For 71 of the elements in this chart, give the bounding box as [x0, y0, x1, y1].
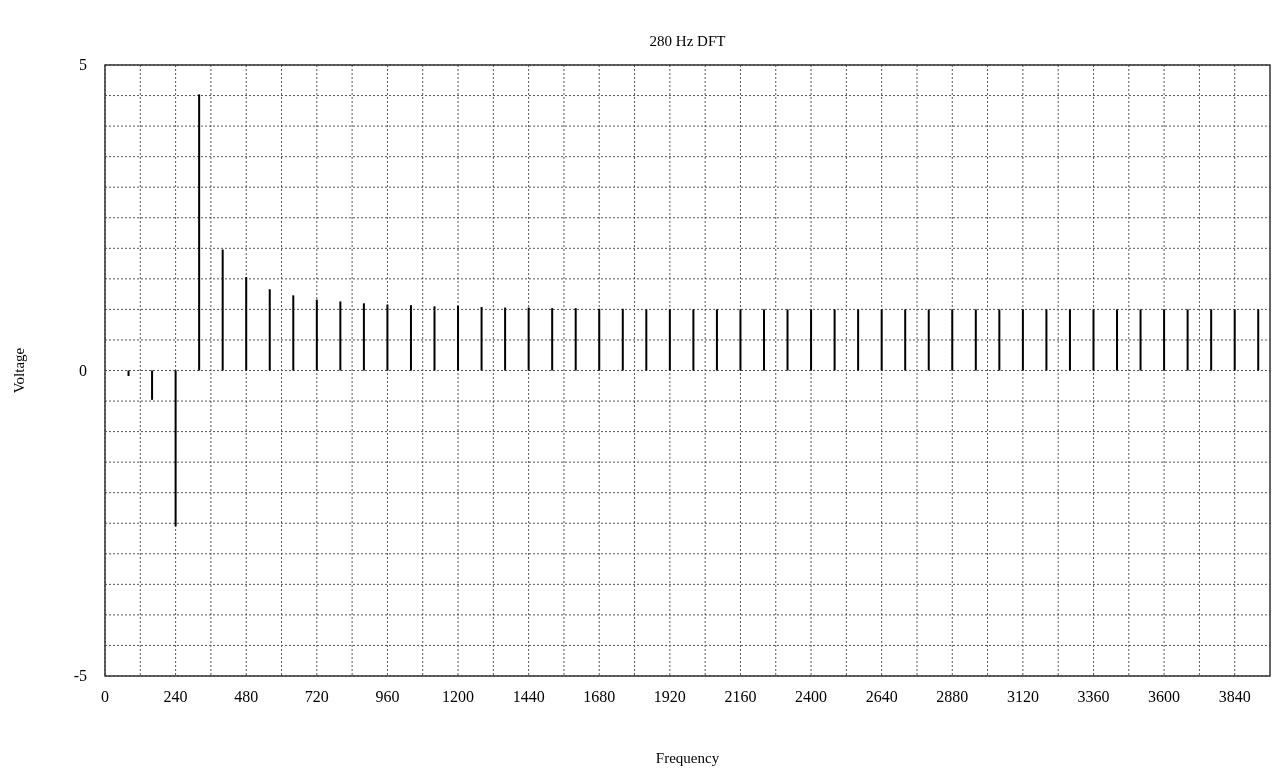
x-tick-label: 3840 [1218, 688, 1251, 705]
bar [1092, 309, 1095, 371]
bar [221, 249, 224, 371]
x-tick-label: 480 [234, 688, 259, 705]
bar [1021, 309, 1024, 371]
x-tick-label: 3600 [1148, 688, 1181, 705]
x-tick-label: 3360 [1077, 688, 1110, 705]
x-tick-label: 960 [375, 688, 400, 705]
bar [857, 309, 860, 371]
bar [457, 305, 460, 371]
x-tick-label: 2880 [936, 688, 969, 705]
x-tick-label: 2640 [865, 688, 898, 705]
bar [668, 309, 671, 371]
bar [1186, 309, 1189, 371]
y-tick-label: -5 [73, 667, 87, 684]
bar [1257, 309, 1260, 371]
x-tick-label: 1680 [583, 688, 616, 705]
x-tick-label: 3120 [1006, 688, 1039, 705]
bar [998, 309, 1001, 371]
bar [362, 303, 365, 371]
bar [292, 295, 295, 371]
bar [315, 299, 318, 371]
bar [621, 308, 624, 371]
bar [1045, 309, 1048, 371]
bar [762, 309, 765, 371]
y-tick-label: 0 [79, 361, 87, 379]
bar [904, 309, 907, 371]
bar [268, 289, 271, 371]
bar [927, 309, 930, 371]
bar [433, 306, 436, 371]
bar [951, 309, 954, 371]
bar [1210, 309, 1213, 371]
bar [504, 307, 507, 371]
y-axis-title: Voltage [11, 347, 27, 394]
bar [551, 308, 554, 371]
bar [645, 309, 648, 371]
x-tick-label: 240 [163, 688, 188, 705]
x-axis-title: Frequency [655, 750, 720, 766]
bar [1233, 309, 1236, 371]
bar [174, 370, 177, 527]
bar [692, 309, 695, 371]
x-tick-label: 1920 [653, 688, 686, 705]
bar [786, 309, 789, 371]
bar [880, 309, 883, 371]
bar [574, 308, 577, 371]
bar [1068, 309, 1071, 371]
bar [739, 309, 742, 371]
bar [833, 309, 836, 371]
x-tick-label: 720 [304, 688, 329, 705]
bar [715, 309, 718, 371]
x-tick-label: 2400 [795, 688, 828, 705]
bar [974, 309, 977, 371]
bar [1116, 309, 1119, 371]
bar [598, 308, 601, 371]
y-tick-label: 5 [79, 56, 87, 73]
x-tick-label: 2160 [724, 688, 757, 705]
bar [339, 301, 342, 371]
chart-title: 280 Hz DFT [649, 33, 726, 49]
bar [527, 307, 530, 371]
x-tick-label: 1440 [512, 688, 545, 705]
bar [198, 94, 201, 371]
bar [1139, 309, 1142, 371]
bar [409, 305, 412, 371]
x-tick-label: 1200 [442, 688, 475, 705]
bar [810, 309, 813, 371]
bar [1163, 309, 1166, 371]
bar [386, 304, 389, 371]
bar [151, 370, 154, 400]
bar [480, 306, 483, 371]
bar [245, 277, 248, 371]
x-tick-label: 0 [101, 688, 109, 705]
